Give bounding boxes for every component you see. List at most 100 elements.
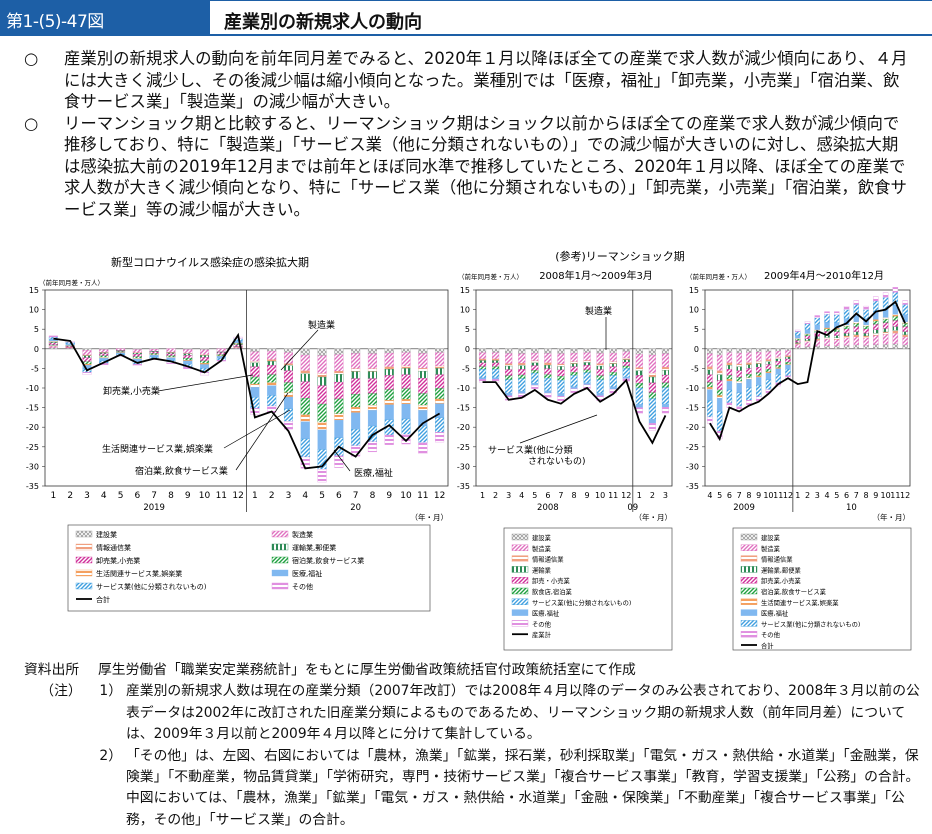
bar-segment: [492, 348, 500, 353]
x-tick-label: 3: [506, 491, 511, 500]
bar-segment: [853, 321, 859, 324]
bar-segment: [622, 358, 630, 360]
bar-segment: [149, 354, 159, 358]
x-tick-label: 8: [746, 491, 751, 500]
bar-segment: [795, 343, 801, 348]
bar-segment: [873, 296, 879, 302]
bar-segment: [583, 352, 591, 361]
legend-item: その他: [740, 630, 781, 639]
legend-label: その他: [292, 582, 313, 591]
bar-segment: [635, 387, 643, 405]
legend-swatch: [511, 598, 529, 605]
bar-segment: [746, 352, 752, 363]
bar-segment: [609, 386, 617, 390]
x-axis-unit: （年・月）: [411, 512, 449, 522]
legend-item: 建設業: [75, 530, 117, 539]
bar-segment: [609, 361, 617, 364]
x-tick-label: 2: [650, 491, 655, 500]
legend-swatch: [75, 543, 93, 551]
legend-swatch: [511, 566, 529, 573]
bar-segment: [863, 337, 869, 346]
bar-segment: [531, 352, 539, 362]
bar-segment: [804, 341, 811, 347]
legend-label: 医療,福祉: [532, 609, 560, 618]
bar-segment: [557, 363, 565, 367]
bar-segment: [492, 360, 500, 364]
x-tick-label: 10: [881, 491, 891, 500]
bar-segment: [492, 369, 500, 378]
bar-segment: [661, 348, 670, 355]
bar-segment: [267, 385, 277, 396]
bar-segment: [435, 348, 445, 353]
bar-segment: [635, 354, 643, 368]
bar-segment: [596, 375, 604, 380]
legend-label: 製造業: [532, 544, 552, 553]
bar-segment: [435, 368, 445, 375]
bar-segment: [804, 329, 811, 334]
bar-segment: [902, 326, 908, 332]
bar-segment: [795, 340, 801, 343]
bar-segment: [401, 368, 411, 375]
bar-segment: [300, 421, 310, 440]
note-item-1: 1） 産業別の新規求人数は現在の産業分類（2007年改訂）では2008年４月以降…: [98, 681, 924, 745]
bar-segment: [492, 377, 500, 380]
y-tick-label: 15: [29, 286, 39, 295]
bullet-text: 産業別の新規求人の動向を前年同月差でみると、2020年１月以降ほぼ全ての産業で求…: [64, 49, 908, 111]
bar-segment: [518, 348, 526, 355]
bar-segment: [765, 364, 772, 370]
legend-item: 建設業: [511, 533, 552, 542]
bar-segment: [635, 375, 643, 384]
legend-swatch: [75, 582, 93, 590]
bar-segment: [707, 369, 713, 375]
bar-segment: [648, 423, 656, 431]
legend-label: その他: [532, 619, 552, 628]
x-tick-label: 3: [286, 491, 292, 501]
x-tick-label: 5: [834, 491, 839, 500]
bar-segment: [707, 416, 713, 424]
bar-segment: [648, 372, 656, 378]
annotation-label: 医療,福祉: [354, 467, 393, 479]
legend-item: 生活関連サービス業,娯楽業: [740, 598, 839, 607]
bar-segment: [785, 358, 791, 363]
legend-item: 医療,福祉: [271, 569, 322, 578]
bar-segment: [765, 351, 772, 360]
bar-segment: [596, 353, 604, 364]
x-tick-label: 8: [571, 491, 576, 500]
bar-segment: [834, 345, 840, 349]
bar-segment: [873, 335, 879, 345]
x-tick-label: 2: [269, 491, 275, 501]
bar-segment: [544, 348, 552, 354]
note-item-2: 2） 「その他」は、左図、右図においては「農林，漁業」「鉱業，採石業，砂利採取業…: [98, 746, 924, 832]
bar-segment: [882, 317, 889, 320]
bar-segment: [351, 429, 361, 446]
bar-segment: [82, 355, 92, 358]
bar-segment: [853, 334, 859, 337]
x-tick-label: 4: [519, 491, 524, 500]
y-tick-label: -10: [457, 384, 470, 393]
legend-label: 産業計: [532, 630, 552, 639]
bar-segment: [334, 348, 344, 355]
bar-segment: [48, 347, 58, 349]
bar-segment: [785, 356, 791, 360]
legend-label: 運輸業: [532, 565, 552, 574]
bar-segment: [892, 287, 899, 293]
legend-2: 建設業製造業情報通信業運輸業卸売・小売業飲食店,宿泊業サービス業(他に分類されな…: [503, 527, 673, 651]
bar-segment: [882, 322, 889, 329]
x-tick-label: 3: [815, 491, 820, 500]
bar-segment: [596, 392, 604, 396]
bar-segment: [283, 348, 293, 353]
legend-item: 医療,福祉: [740, 609, 789, 618]
bar-segment: [401, 388, 411, 400]
x-tick-label: 9: [756, 491, 761, 500]
bar-segment: [401, 365, 411, 369]
y-tick-label: 10: [460, 306, 470, 315]
x-tick-label: 7: [737, 491, 742, 500]
bar-segment: [635, 383, 643, 389]
bar-segment: [531, 370, 539, 374]
bar-segment: [882, 334, 889, 345]
bar-segment: [716, 374, 723, 381]
legend-swatch: [511, 555, 529, 562]
note-text: 産業別の新規求人数は現在の産業分類（2007年改訂）では2008年４月以降のデー…: [126, 683, 920, 743]
bar-segment: [873, 319, 879, 322]
